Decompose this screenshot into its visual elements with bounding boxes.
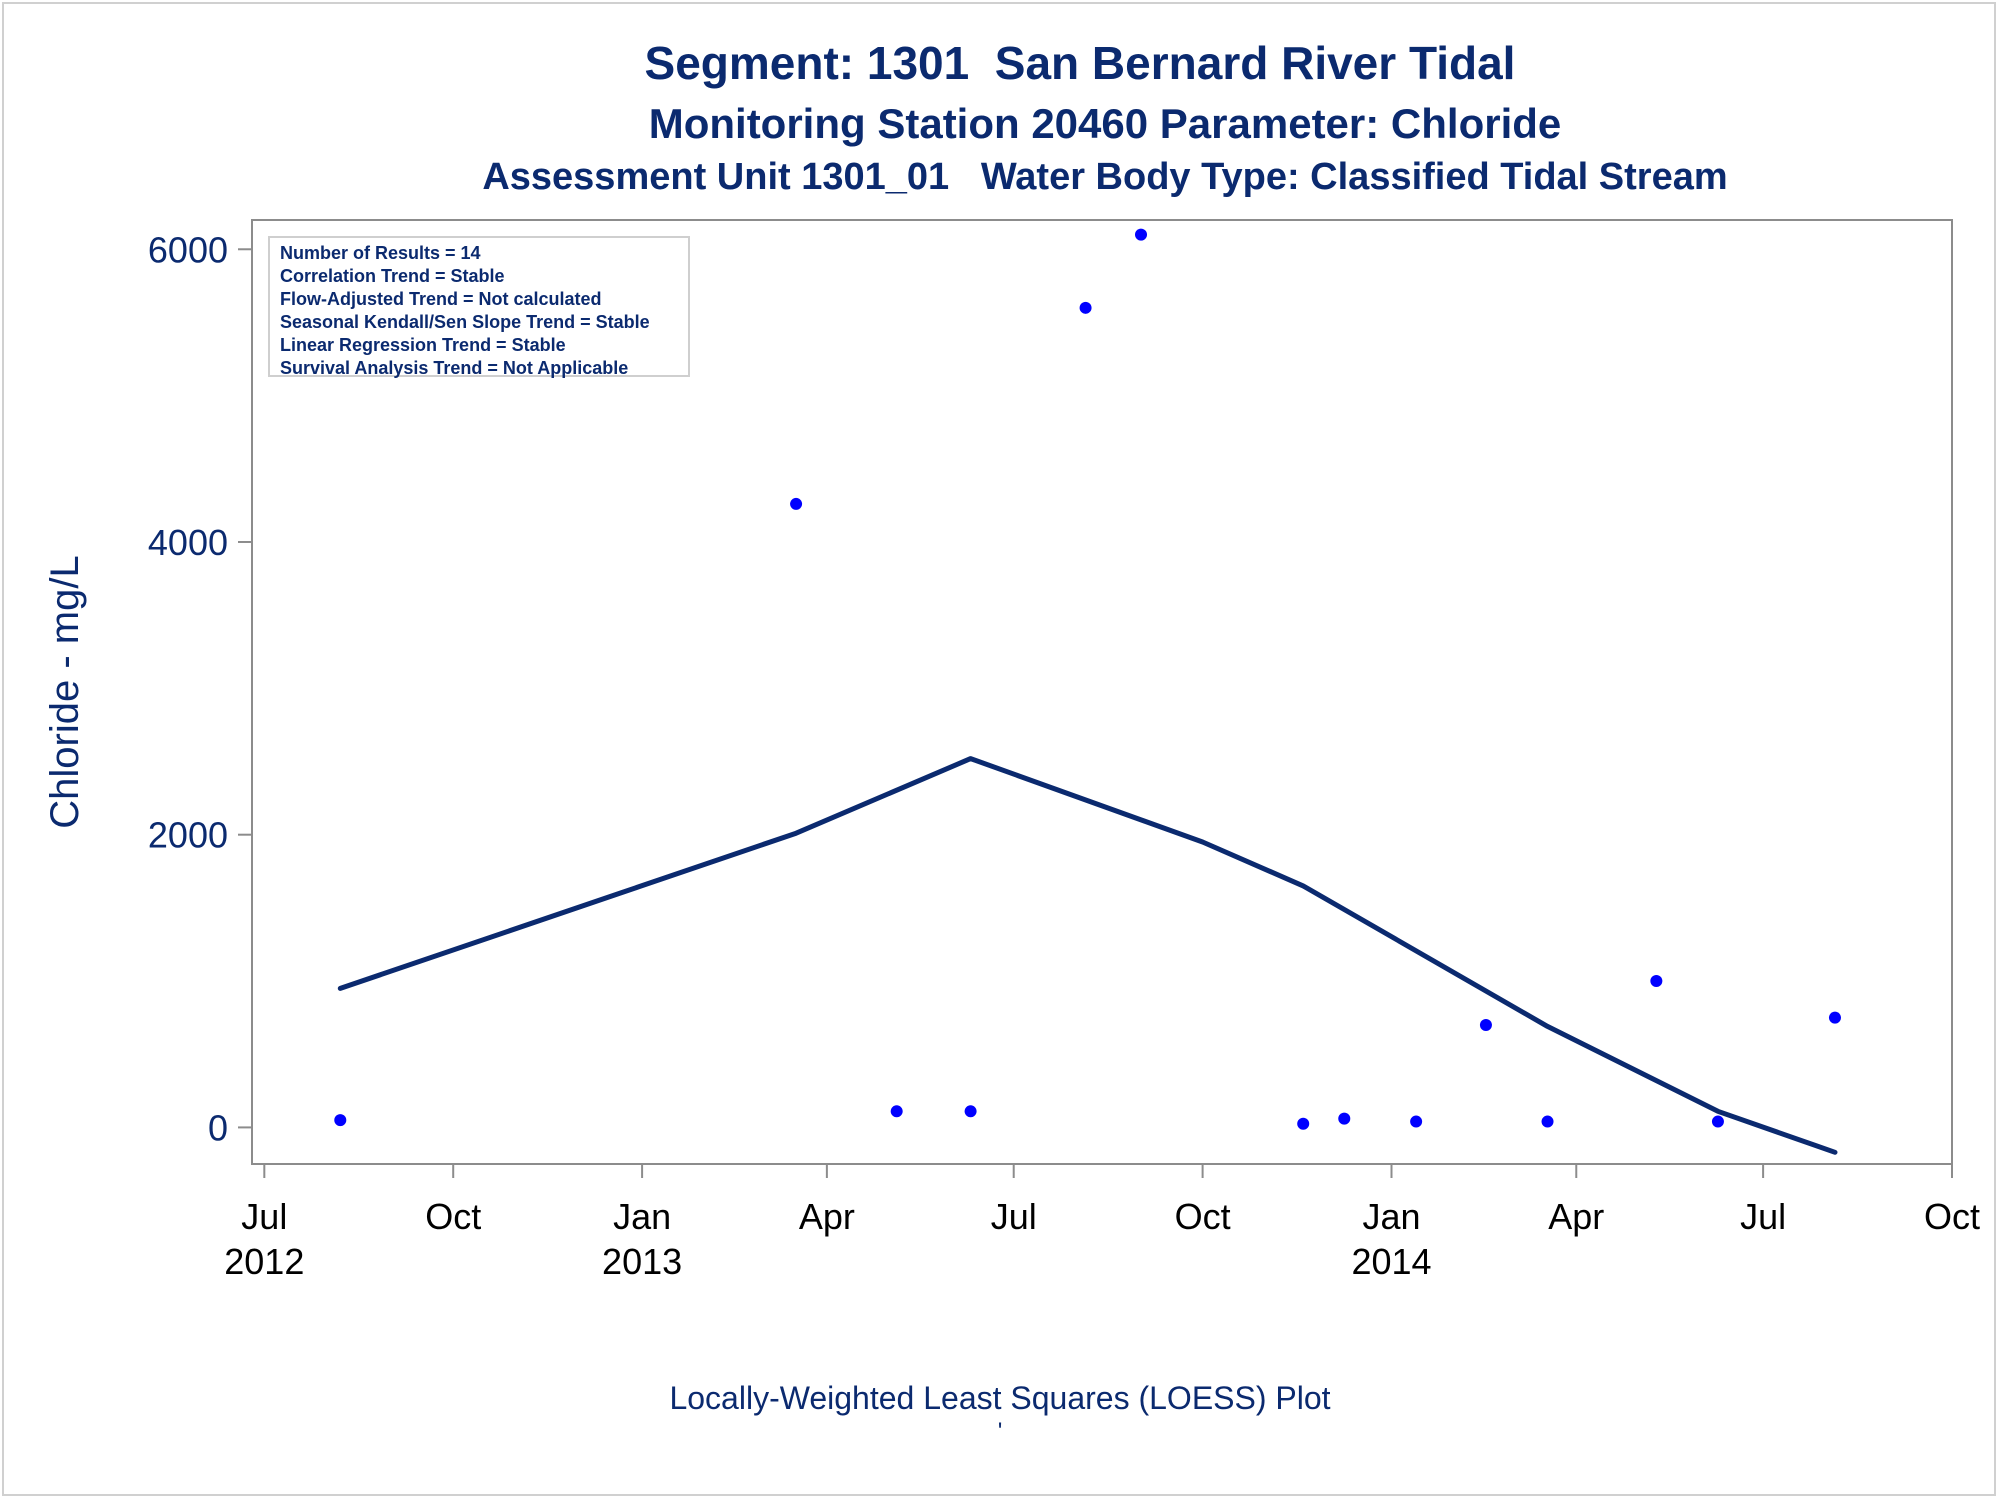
data-point	[334, 1114, 347, 1127]
loess-line	[337, 756, 1838, 1155]
data-point	[1711, 1115, 1724, 1128]
data-point	[1135, 228, 1148, 241]
chart-subtitle-2: Assessment Unit 1301_01 Water Body Type:…	[482, 156, 1728, 198]
data-point	[790, 497, 803, 510]
y-axis-label: Chloride - mg/L	[43, 555, 87, 828]
data-point	[1410, 1115, 1423, 1128]
loess-layer	[337, 756, 1838, 1155]
chart-subtitle: Monitoring Station 20460 Parameter: Chlo…	[648, 100, 1562, 147]
data-point	[890, 1105, 903, 1118]
stats-line-survival: Survival Analysis Trend = Not Applicable	[280, 358, 629, 378]
x-tick-label: Jan	[1362, 1196, 1420, 1237]
x-tick-label: Jul	[1740, 1196, 1786, 1237]
data-point	[1650, 975, 1663, 988]
y-tick-label: 2000	[148, 815, 228, 856]
data-point	[1828, 1011, 1841, 1024]
data-point	[1541, 1115, 1554, 1128]
chart-title: Segment: 1301 San Bernard River Tidal	[644, 37, 1516, 89]
x-tick-label: Apr	[1548, 1196, 1604, 1237]
data-point	[1338, 1112, 1351, 1125]
stats-line-results: Number of Results = 14	[280, 243, 481, 263]
y-tick-label: 6000	[148, 229, 228, 270]
stats-line-seasonal-kendall: Seasonal Kendall/Sen Slope Trend = Stabl…	[280, 312, 650, 332]
x-tick-label: Oct	[1924, 1196, 1980, 1237]
y-tick-label: 0	[208, 1107, 228, 1148]
x-tick-label: Oct	[425, 1196, 481, 1237]
data-point	[1479, 1018, 1492, 1031]
chart-footnote: Locally-Weighted Least Squares (LOESS) P…	[669, 1380, 1331, 1416]
plot-area	[251, 219, 1953, 1165]
x-tick-label: Jan	[613, 1196, 671, 1237]
x-tick-label: Jul	[991, 1196, 1037, 1237]
y-tick-label: 4000	[148, 522, 228, 563]
x-tick-label: Jul	[241, 1196, 287, 1237]
x-tick-year-label: 2013	[602, 1241, 682, 1282]
x-tick-year-label: 2012	[224, 1241, 304, 1282]
data-point	[964, 1105, 977, 1118]
stats-line-linear-regression: Linear Regression Trend = Stable	[280, 335, 566, 355]
stats-line-flow-adjusted: Flow-Adjusted Trend = Not calculated	[280, 289, 602, 309]
x-tick-year-label: 2014	[1351, 1241, 1431, 1282]
chart-footnote-mark: '	[997, 1418, 1003, 1445]
y-axis: 0 2000 4000 6000	[148, 229, 252, 1148]
data-point	[1079, 301, 1092, 314]
x-tick-label: Oct	[1175, 1196, 1231, 1237]
data-point	[1297, 1117, 1310, 1130]
x-tick-label: Apr	[799, 1196, 855, 1237]
trend-stats-box: Number of Results = 14 Correlation Trend…	[268, 236, 690, 378]
stats-line-correlation: Correlation Trend = Stable	[280, 266, 505, 286]
points-layer	[334, 228, 1841, 1130]
